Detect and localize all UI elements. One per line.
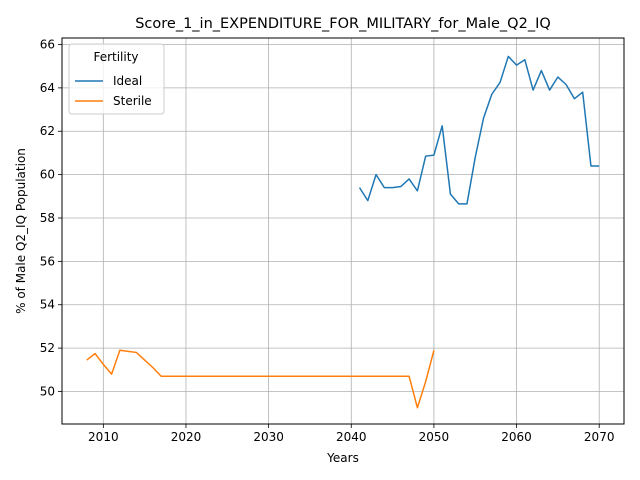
x-tick-label: 2060 <box>501 430 532 444</box>
series-line-ideal <box>358 55 600 205</box>
y-tick-label: 64 <box>40 81 55 95</box>
plot-frame <box>61 37 625 425</box>
series-lines <box>86 55 600 409</box>
y-tick-label: 66 <box>40 38 55 52</box>
x-tick-label: 2010 <box>88 430 119 444</box>
y-tick-label: 62 <box>40 124 55 138</box>
x-tick-label: 2050 <box>419 430 450 444</box>
y-tick-label: 54 <box>40 298 55 312</box>
legend-label-ideal: Ideal <box>113 74 142 88</box>
x-tick-label: 2030 <box>253 430 284 444</box>
legend: Fertility Ideal Sterile <box>68 43 165 115</box>
legend-box <box>68 43 165 115</box>
x-tick-label: 2020 <box>171 430 202 444</box>
y-tick-label: 58 <box>40 211 55 225</box>
y-tick-label: 60 <box>40 168 55 182</box>
x-tick-label: 2040 <box>336 430 367 444</box>
legend-label-sterile: Sterile <box>113 94 152 108</box>
x-tick-label: 2070 <box>584 430 615 444</box>
x-axis-label: Years <box>326 451 359 465</box>
legend-title: Fertility <box>93 50 138 64</box>
y-tick-label: 50 <box>40 384 55 398</box>
y-tick-label: 56 <box>40 254 55 268</box>
y-axis-label: % of Male Q2_IQ Population <box>14 148 28 314</box>
axis-ticks: 2010 2020 2030 2040 2050 2060 2070 50 52 54 56 58 60… <box>40 38 615 444</box>
chart-title: Score_1_in_EXPENDITURE_FOR_MILITARY_for_… <box>135 16 551 32</box>
series-line-sterile <box>86 349 435 409</box>
y-tick-label: 52 <box>40 341 55 355</box>
gridlines <box>62 38 624 424</box>
